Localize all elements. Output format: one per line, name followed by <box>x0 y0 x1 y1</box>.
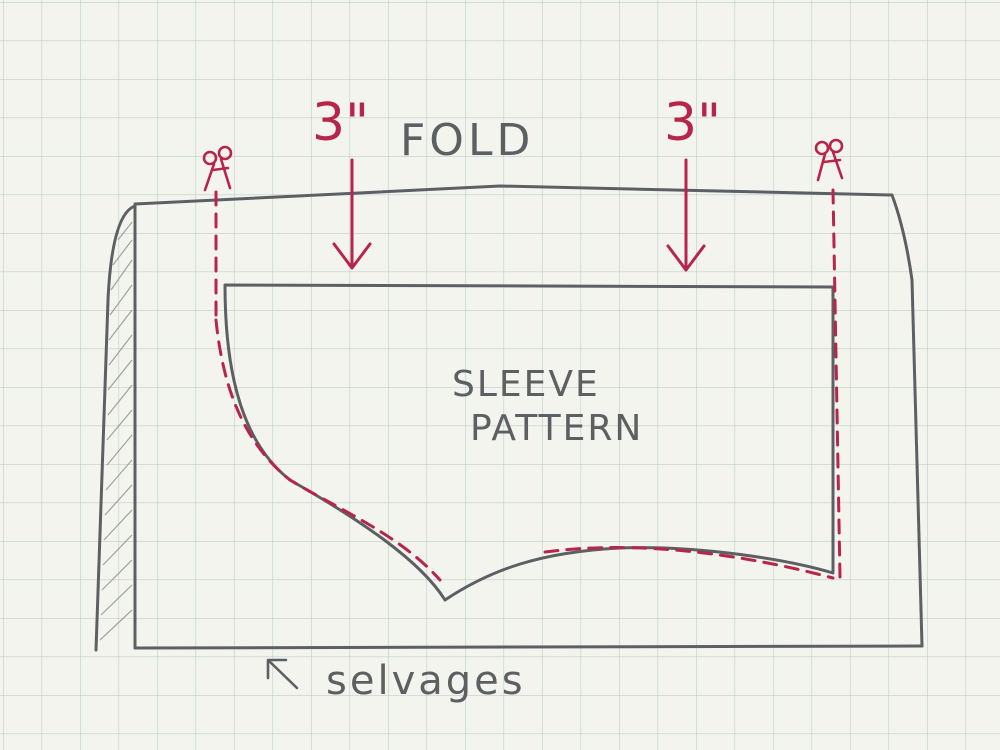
cut-line-left-curve <box>214 318 442 582</box>
left-measure-label: 3" <box>312 93 369 153</box>
cut-line-hem <box>543 546 835 580</box>
sleeve-pattern-outline <box>223 283 835 602</box>
fabric-edge-shading <box>99 221 133 641</box>
pattern-label-line2: PATTERN <box>470 408 643 449</box>
selvages-label: selvages <box>326 658 526 704</box>
scissors-icon <box>202 145 233 192</box>
fabric-outline <box>94 184 924 652</box>
arrow-icon <box>266 658 299 690</box>
measure-arrows <box>332 158 706 272</box>
cut-line-right-vertical <box>831 188 842 580</box>
left-measure-arrow <box>332 158 372 270</box>
pattern-label-line1: SLEEVE <box>452 364 600 405</box>
scissors-icon <box>814 138 844 182</box>
fold-label: FOLD <box>400 115 534 166</box>
right-measure-label: 3" <box>664 93 721 153</box>
cutting-lines <box>214 188 842 582</box>
right-measure-arrow <box>666 158 706 272</box>
